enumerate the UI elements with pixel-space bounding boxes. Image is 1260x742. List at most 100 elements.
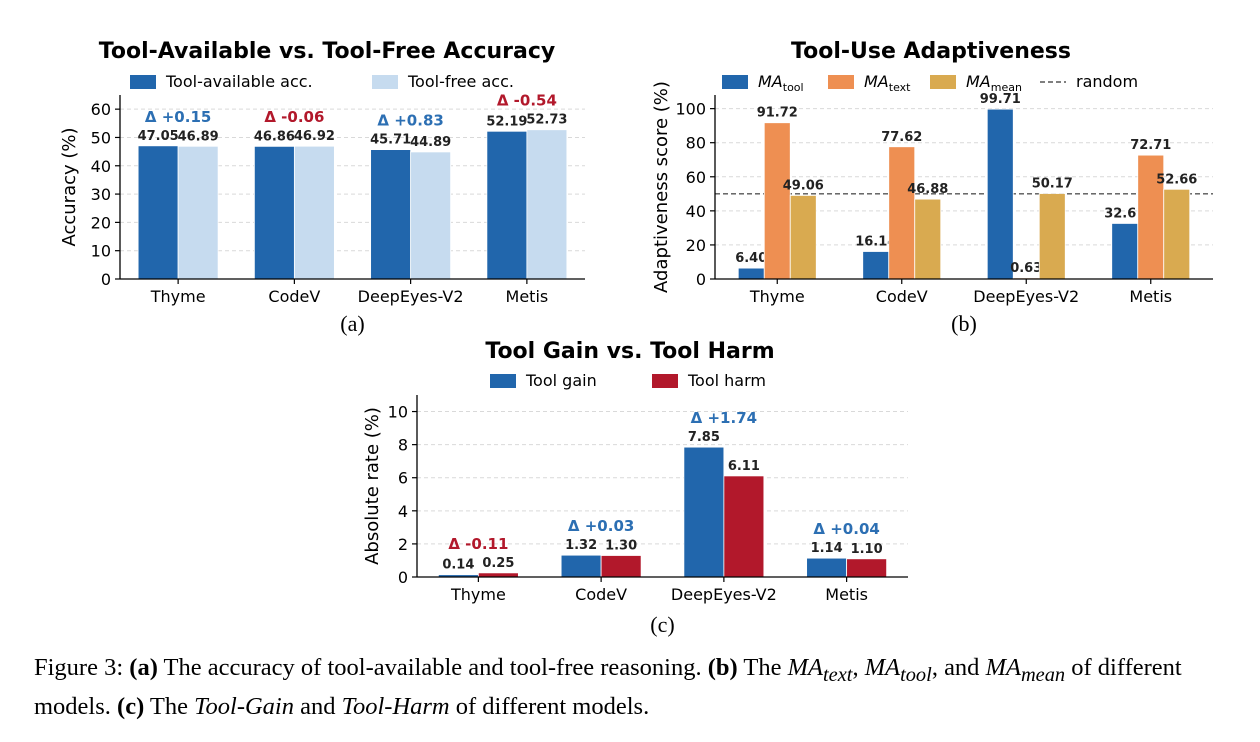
legend-swatch bbox=[652, 374, 678, 388]
bar-value-label: 16.14 bbox=[855, 235, 896, 250]
delta-annotation: Δ -0.11 bbox=[448, 535, 508, 553]
bar bbox=[410, 151, 452, 280]
y-tick-label: 4 bbox=[398, 502, 408, 521]
chart-panel-b: Tool-Use Adaptiveness 0 20 40 60 80 100 6.40 91.… bbox=[651, 39, 1213, 336]
x-tick-label: Thyme bbox=[749, 287, 805, 306]
bar-value-label: 77.62 bbox=[881, 130, 922, 145]
bar-value-label: 49.06 bbox=[783, 178, 824, 193]
y-tick-label: 60 bbox=[91, 100, 111, 119]
bar-value-label: 52.66 bbox=[1156, 172, 1197, 187]
bar-value-label: 46.86 bbox=[254, 129, 295, 144]
delta-annotation: Δ +0.83 bbox=[377, 112, 443, 130]
y-tick-label: 8 bbox=[398, 436, 408, 455]
caption-ma-tool: MAtool bbox=[864, 654, 932, 686]
bar-value-label: 1.32 bbox=[565, 538, 597, 553]
panel-label: (c) bbox=[650, 612, 674, 637]
caption-tool-gain: Tool-Gain bbox=[194, 692, 294, 720]
y-tick-label: 6 bbox=[398, 469, 408, 488]
chart-title: Tool-Available vs. Tool-Free Accuracy bbox=[99, 39, 555, 64]
caption-tool-harm: Tool-Harm bbox=[341, 692, 450, 720]
bar-value-label: 52.73 bbox=[526, 113, 567, 128]
legend-swatch bbox=[490, 374, 516, 388]
y-axis-label: Absolute rate (%) bbox=[362, 407, 383, 565]
x-tick-label: DeepEyes-V2 bbox=[973, 287, 1079, 306]
legend-swatch bbox=[828, 75, 854, 89]
delta-annotation: Δ +0.04 bbox=[813, 520, 879, 538]
bar bbox=[1111, 223, 1139, 280]
delta-annotation: Δ +0.15 bbox=[145, 108, 211, 126]
y-tick-label: 10 bbox=[91, 242, 111, 261]
bar bbox=[177, 145, 219, 280]
bar bbox=[846, 558, 888, 578]
bar-value-label: 1.14 bbox=[811, 541, 843, 556]
legend-entry: random bbox=[1076, 72, 1138, 91]
bar-value-label: 72.71 bbox=[1130, 138, 1171, 153]
bar bbox=[1038, 193, 1066, 280]
bar bbox=[737, 267, 765, 280]
y-tick-label: 0 bbox=[101, 270, 111, 289]
bar bbox=[763, 122, 791, 280]
bar-value-label: 0.63 bbox=[1010, 261, 1042, 276]
caption-b-tail: of different models. bbox=[34, 654, 1182, 720]
caption-sep: , bbox=[852, 654, 859, 681]
caption-c-and: and bbox=[300, 692, 336, 720]
panel-label: (b) bbox=[951, 311, 977, 336]
bar-value-label: 46.92 bbox=[294, 129, 335, 144]
chart-title: Tool-Use Adaptiveness bbox=[791, 39, 1071, 64]
caption-c-the: The bbox=[149, 692, 189, 720]
x-tick-label: Thyme bbox=[450, 585, 506, 604]
caption-a-text: The accuracy of tool-available and tool-… bbox=[163, 654, 702, 681]
y-tick-label: 40 bbox=[91, 157, 111, 176]
delta-annotation: Δ -0.54 bbox=[497, 92, 557, 110]
bar-value-label: 0.25 bbox=[482, 556, 514, 571]
caption-ma-text: MAtext bbox=[787, 654, 853, 686]
legend-entry: MAtool bbox=[758, 72, 804, 94]
x-tick-label: DeepEyes-V2 bbox=[358, 287, 464, 306]
bar bbox=[683, 446, 725, 578]
y-tick-label: 0 bbox=[696, 270, 706, 289]
bar-value-label: 91.72 bbox=[757, 106, 798, 121]
bar bbox=[986, 108, 1014, 280]
bar-value-label: 1.10 bbox=[851, 542, 883, 557]
delta-annotation: Δ +0.03 bbox=[568, 517, 634, 535]
x-tick-label: DeepEyes-V2 bbox=[671, 585, 777, 604]
delta-annotation: Δ +1.74 bbox=[691, 409, 757, 427]
caption-figure-label: Figure 3: bbox=[34, 654, 124, 681]
bar-value-label: 99.71 bbox=[980, 92, 1021, 107]
bar bbox=[1163, 188, 1191, 280]
y-axis-label: Accuracy (%) bbox=[59, 127, 80, 246]
bar bbox=[253, 145, 295, 280]
y-tick-label: 60 bbox=[686, 168, 706, 187]
x-tick-label: Thyme bbox=[150, 287, 206, 306]
legend-entry: MAtext bbox=[864, 72, 911, 94]
bar-value-label: 1.30 bbox=[605, 538, 637, 553]
bar bbox=[888, 146, 916, 280]
caption-a-marker: (a) bbox=[129, 654, 158, 681]
y-tick-label: 20 bbox=[686, 236, 706, 255]
bar bbox=[789, 195, 817, 280]
legend-entry: Tool harm bbox=[687, 371, 766, 390]
legend-entry: Tool gain bbox=[525, 371, 597, 390]
y-axis-label: Adaptiveness score (%) bbox=[651, 81, 672, 293]
bar-value-label: 7.85 bbox=[688, 430, 720, 445]
bar-value-label: 44.89 bbox=[410, 135, 451, 150]
bar-value-label: 45.71 bbox=[370, 133, 411, 148]
y-tick-label: 2 bbox=[398, 535, 408, 554]
bar bbox=[862, 251, 890, 280]
bar-value-label: 46.88 bbox=[907, 182, 948, 197]
bar-value-label: 46.89 bbox=[178, 129, 219, 144]
caption-c-marker: (c) bbox=[117, 692, 145, 720]
bar bbox=[486, 130, 528, 280]
y-tick-label: 10 bbox=[388, 403, 408, 422]
y-tick-label: 40 bbox=[686, 202, 706, 221]
legend-swatch bbox=[372, 75, 398, 89]
legend-entry: MAmean bbox=[966, 72, 1022, 94]
bar-value-label: 6.11 bbox=[728, 459, 760, 474]
caption-ma-mean: MAmean bbox=[985, 654, 1066, 686]
x-tick-label: Metis bbox=[1129, 287, 1172, 306]
bar bbox=[560, 554, 602, 578]
bar bbox=[370, 149, 412, 280]
chart-title: Tool Gain vs. Tool Harm bbox=[485, 339, 774, 364]
bar bbox=[806, 557, 848, 578]
